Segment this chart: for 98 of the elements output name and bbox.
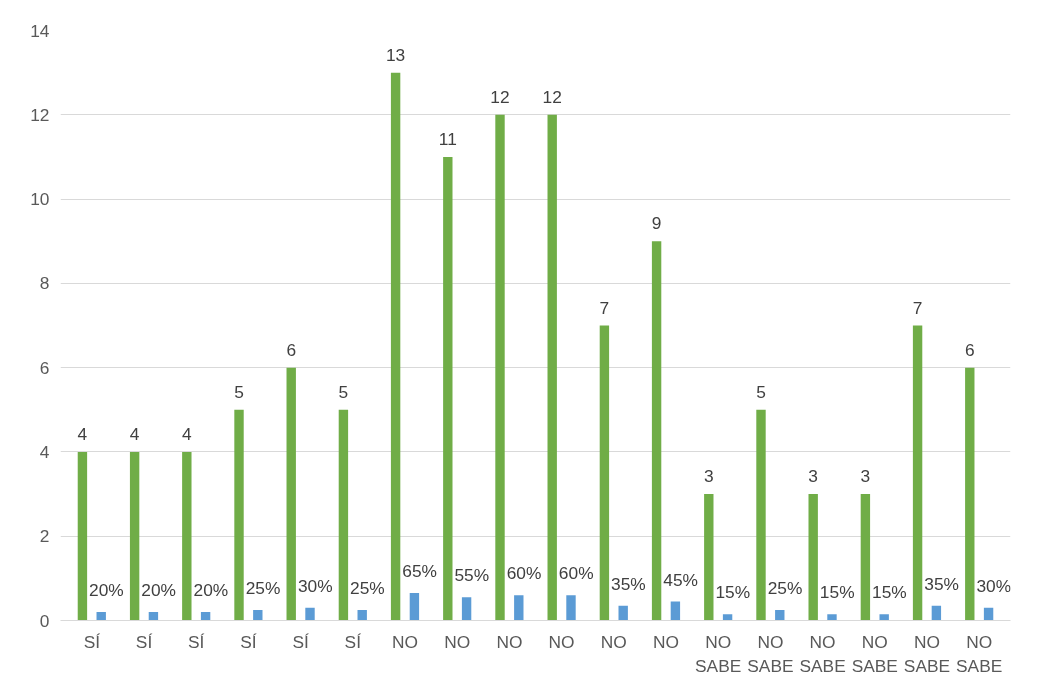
x-tick-label: NO SABE — [903, 631, 951, 676]
bar — [704, 494, 714, 621]
y-tick-label: 0 — [39, 610, 50, 631]
x-tick-label: SÍ — [240, 631, 257, 652]
data-label: 35% — [924, 573, 959, 594]
data-label: 15% — [819, 582, 855, 603]
data-label: 7 — [599, 297, 610, 318]
bar — [879, 614, 889, 621]
y-tick-label: 4 — [39, 441, 50, 462]
bar — [234, 409, 244, 621]
x-tick-label: NO — [653, 631, 679, 652]
y-tick-label: 8 — [39, 273, 50, 294]
bar — [566, 595, 576, 621]
data-label: 20% — [89, 580, 124, 601]
bar — [860, 494, 871, 621]
x-tick-label: SÍ — [83, 631, 101, 652]
data-label: 20% — [141, 580, 176, 601]
bar — [618, 605, 628, 621]
data-label: 30% — [976, 575, 1012, 596]
bar — [775, 609, 785, 621]
bar — [808, 494, 818, 621]
bar — [390, 72, 401, 621]
bar — [495, 114, 505, 621]
data-label: 55% — [454, 565, 490, 586]
y-tick-label: 6 — [39, 357, 50, 378]
x-tick-label: NO SABE — [956, 631, 1003, 676]
bar — [547, 114, 557, 621]
data-label: 25% — [767, 577, 803, 598]
data-label: 4 — [129, 423, 140, 444]
data-label: 5 — [756, 381, 766, 402]
data-label: 35% — [611, 573, 646, 594]
data-label: 20% — [193, 580, 229, 601]
data-label: 3 — [860, 466, 871, 487]
data-label: 60% — [506, 563, 542, 584]
x-tick-label: NO — [600, 631, 627, 652]
bar — [514, 595, 524, 621]
bar — [338, 409, 349, 621]
data-label: 45% — [663, 569, 698, 590]
data-label: 6 — [964, 339, 975, 360]
bar — [443, 156, 453, 621]
bar — [409, 593, 420, 621]
bar — [129, 451, 140, 621]
x-tick-label: NO — [548, 631, 575, 652]
bar — [182, 451, 192, 621]
data-label: 15% — [715, 582, 751, 603]
x-tick-label: NO SABE — [747, 631, 794, 676]
data-label: 6 — [286, 339, 297, 360]
y-tick-label: 10 — [30, 189, 50, 210]
data-label: 3 — [703, 466, 714, 487]
data-label: 25% — [245, 577, 281, 598]
x-tick-label: SÍ — [344, 631, 362, 652]
bar — [599, 325, 610, 621]
bar — [912, 325, 923, 621]
x-tick-label: NO — [444, 631, 471, 652]
bar — [965, 367, 975, 621]
bar — [722, 614, 733, 621]
data-label: 15% — [872, 582, 907, 603]
data-label: 25% — [350, 577, 385, 598]
data-label: 5 — [338, 381, 349, 402]
data-label: 30% — [297, 575, 333, 596]
bar — [305, 607, 315, 621]
x-tick-label: NO SABE — [799, 631, 846, 676]
data-label: 65% — [402, 561, 437, 582]
bar — [200, 612, 211, 621]
x-tick-label: SÍ — [135, 631, 153, 652]
x-tick-label: SÍ — [188, 631, 205, 652]
data-label: 12 — [542, 86, 562, 107]
bar — [461, 597, 472, 621]
bar — [756, 409, 766, 621]
data-label: 60% — [558, 563, 594, 584]
bar — [357, 609, 367, 621]
bar — [77, 451, 88, 621]
x-tick-label: NO SABE — [851, 631, 898, 676]
data-label: 3 — [808, 466, 819, 487]
x-tick-label: NO SABE — [695, 631, 742, 676]
data-label: 4 — [182, 423, 192, 444]
bar — [931, 605, 942, 621]
bar — [148, 612, 159, 621]
bar — [651, 241, 662, 621]
bar — [827, 614, 837, 621]
bar — [96, 612, 106, 621]
y-tick-label: 2 — [39, 526, 50, 547]
bar — [983, 607, 994, 621]
bar — [253, 609, 263, 621]
x-tick-label: NO — [496, 631, 523, 652]
x-tick-label: SÍ — [292, 631, 309, 652]
data-label: 12 — [490, 86, 510, 107]
data-label: 9 — [651, 213, 662, 234]
data-label: 4 — [77, 423, 88, 444]
bar — [286, 367, 296, 621]
x-tick-label: NO — [392, 631, 419, 652]
data-label: 7 — [912, 297, 923, 318]
y-tick-label: 12 — [30, 104, 50, 125]
bar — [670, 601, 681, 621]
data-label: 5 — [234, 381, 244, 402]
data-label: 11 — [438, 128, 457, 149]
y-tick-label: 14 — [30, 20, 50, 41]
data-label: 13 — [385, 44, 406, 65]
